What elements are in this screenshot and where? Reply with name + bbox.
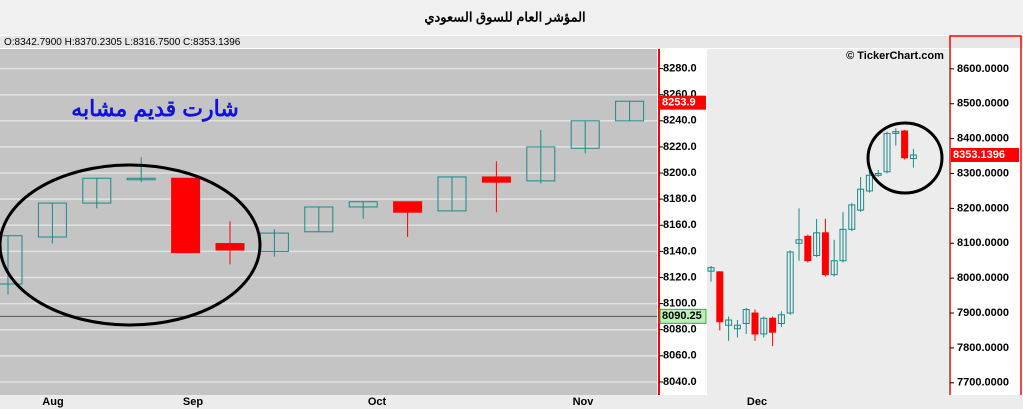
candle-body xyxy=(813,232,821,256)
candle-body xyxy=(707,267,715,272)
left-plot-area xyxy=(0,49,657,395)
y-tick-label: 8280.0 xyxy=(663,62,697,74)
candle-body xyxy=(348,201,378,208)
y-tick-label: 8140.0 xyxy=(663,245,697,257)
y-tick-label: 8120.0 xyxy=(663,271,697,283)
price-tag-label: 8253.9 xyxy=(662,97,696,109)
y-tick-label: 8040.0 xyxy=(663,376,697,388)
candle-body xyxy=(848,204,856,230)
candle-body xyxy=(171,177,201,254)
candle-body xyxy=(830,260,838,276)
y-tick-label: 8200.0000 xyxy=(957,202,1009,214)
x-tick-label: Aug xyxy=(42,396,63,408)
annotation: شارت قديم مشابه xyxy=(71,96,239,122)
y-tick-label: 8060.0 xyxy=(663,350,697,362)
y-tick-label: 8220.0 xyxy=(663,141,697,153)
x-tick-label: Nov xyxy=(573,396,595,408)
candle-body xyxy=(437,176,467,212)
candle-body xyxy=(751,312,759,335)
y-tick-label: 8600.0000 xyxy=(957,63,1009,75)
y-tick-label: 8500.0000 xyxy=(957,98,1009,110)
candle-body xyxy=(526,146,556,182)
candle-body xyxy=(839,228,847,262)
candle-body xyxy=(883,132,891,173)
candle-body xyxy=(901,130,909,159)
y-tick-label: 8160.0 xyxy=(663,219,697,231)
ohlc-info: O:8342.7900 H:8370.2305 L:8316.7500 C:83… xyxy=(4,37,241,48)
watermark: © TickerChart.com xyxy=(846,50,944,62)
price-tag xyxy=(951,147,1019,162)
candle-body xyxy=(393,201,423,213)
marks: 8040.0 8060.0 8080.0 8100.0 8120.0 8140.0 8160… xyxy=(0,62,1019,408)
title-bar xyxy=(0,0,1023,35)
candle-body xyxy=(82,177,112,204)
ohlc-bar xyxy=(0,36,1023,48)
price-tag-label: 8353.1396 xyxy=(953,149,1005,161)
candle-body xyxy=(716,271,724,323)
highlight-ellipse xyxy=(0,163,262,327)
candle-body xyxy=(769,317,777,333)
candle-body xyxy=(786,251,794,314)
candle-body xyxy=(865,174,873,192)
candle-body xyxy=(733,324,741,330)
y-tick-label: 8000.0000 xyxy=(957,272,1009,284)
highlight-ellipse xyxy=(866,121,944,195)
y-tick-label: 8400.0000 xyxy=(957,133,1009,145)
candle-body xyxy=(821,232,829,276)
right-plot-area xyxy=(707,49,948,395)
y-tick-label: 7700.0000 xyxy=(957,377,1009,389)
x-tick-label: Dec xyxy=(747,396,767,408)
candle-body xyxy=(760,317,768,335)
y-tick-label: 8180.0 xyxy=(663,193,697,205)
y-tick-label: 8080.0 xyxy=(663,324,697,336)
candle-body xyxy=(615,100,645,122)
chart-title: المؤشر العام للسوق السعودي xyxy=(424,9,585,25)
y-tick-label: 8300.0000 xyxy=(957,167,1009,179)
y-tick-label: 7900.0000 xyxy=(957,307,1009,319)
x-tick-label: Oct xyxy=(368,396,387,408)
candle-body xyxy=(215,243,245,251)
candle-body xyxy=(0,235,23,285)
y-tick-label: 8100.0000 xyxy=(957,237,1009,249)
x-tick-label: Sep xyxy=(183,396,203,408)
candle-body xyxy=(909,154,917,160)
candle-body xyxy=(804,235,812,262)
candle-body xyxy=(304,206,334,233)
y-tick-label: 8100.0 xyxy=(663,298,697,310)
price-tag xyxy=(660,95,706,110)
price-tag xyxy=(659,308,707,324)
candle-body xyxy=(481,176,511,183)
y-tick-label: 8240.0 xyxy=(663,115,697,127)
candle-body xyxy=(725,319,733,326)
candle-body xyxy=(570,120,600,149)
price-tag-label: 8090.25 xyxy=(662,310,702,322)
candle-body xyxy=(857,188,865,211)
x-axis-strip xyxy=(0,395,1023,409)
y-tick-label: 8200.0 xyxy=(663,167,697,179)
candle-body xyxy=(126,177,156,181)
candle-body xyxy=(37,202,67,238)
candle-body xyxy=(874,173,882,176)
y-tick-label: 7800.0000 xyxy=(957,342,1009,354)
candle-body xyxy=(892,131,900,134)
candle-body xyxy=(795,239,803,244)
candle-body xyxy=(742,309,750,324)
candle-body xyxy=(777,314,785,324)
